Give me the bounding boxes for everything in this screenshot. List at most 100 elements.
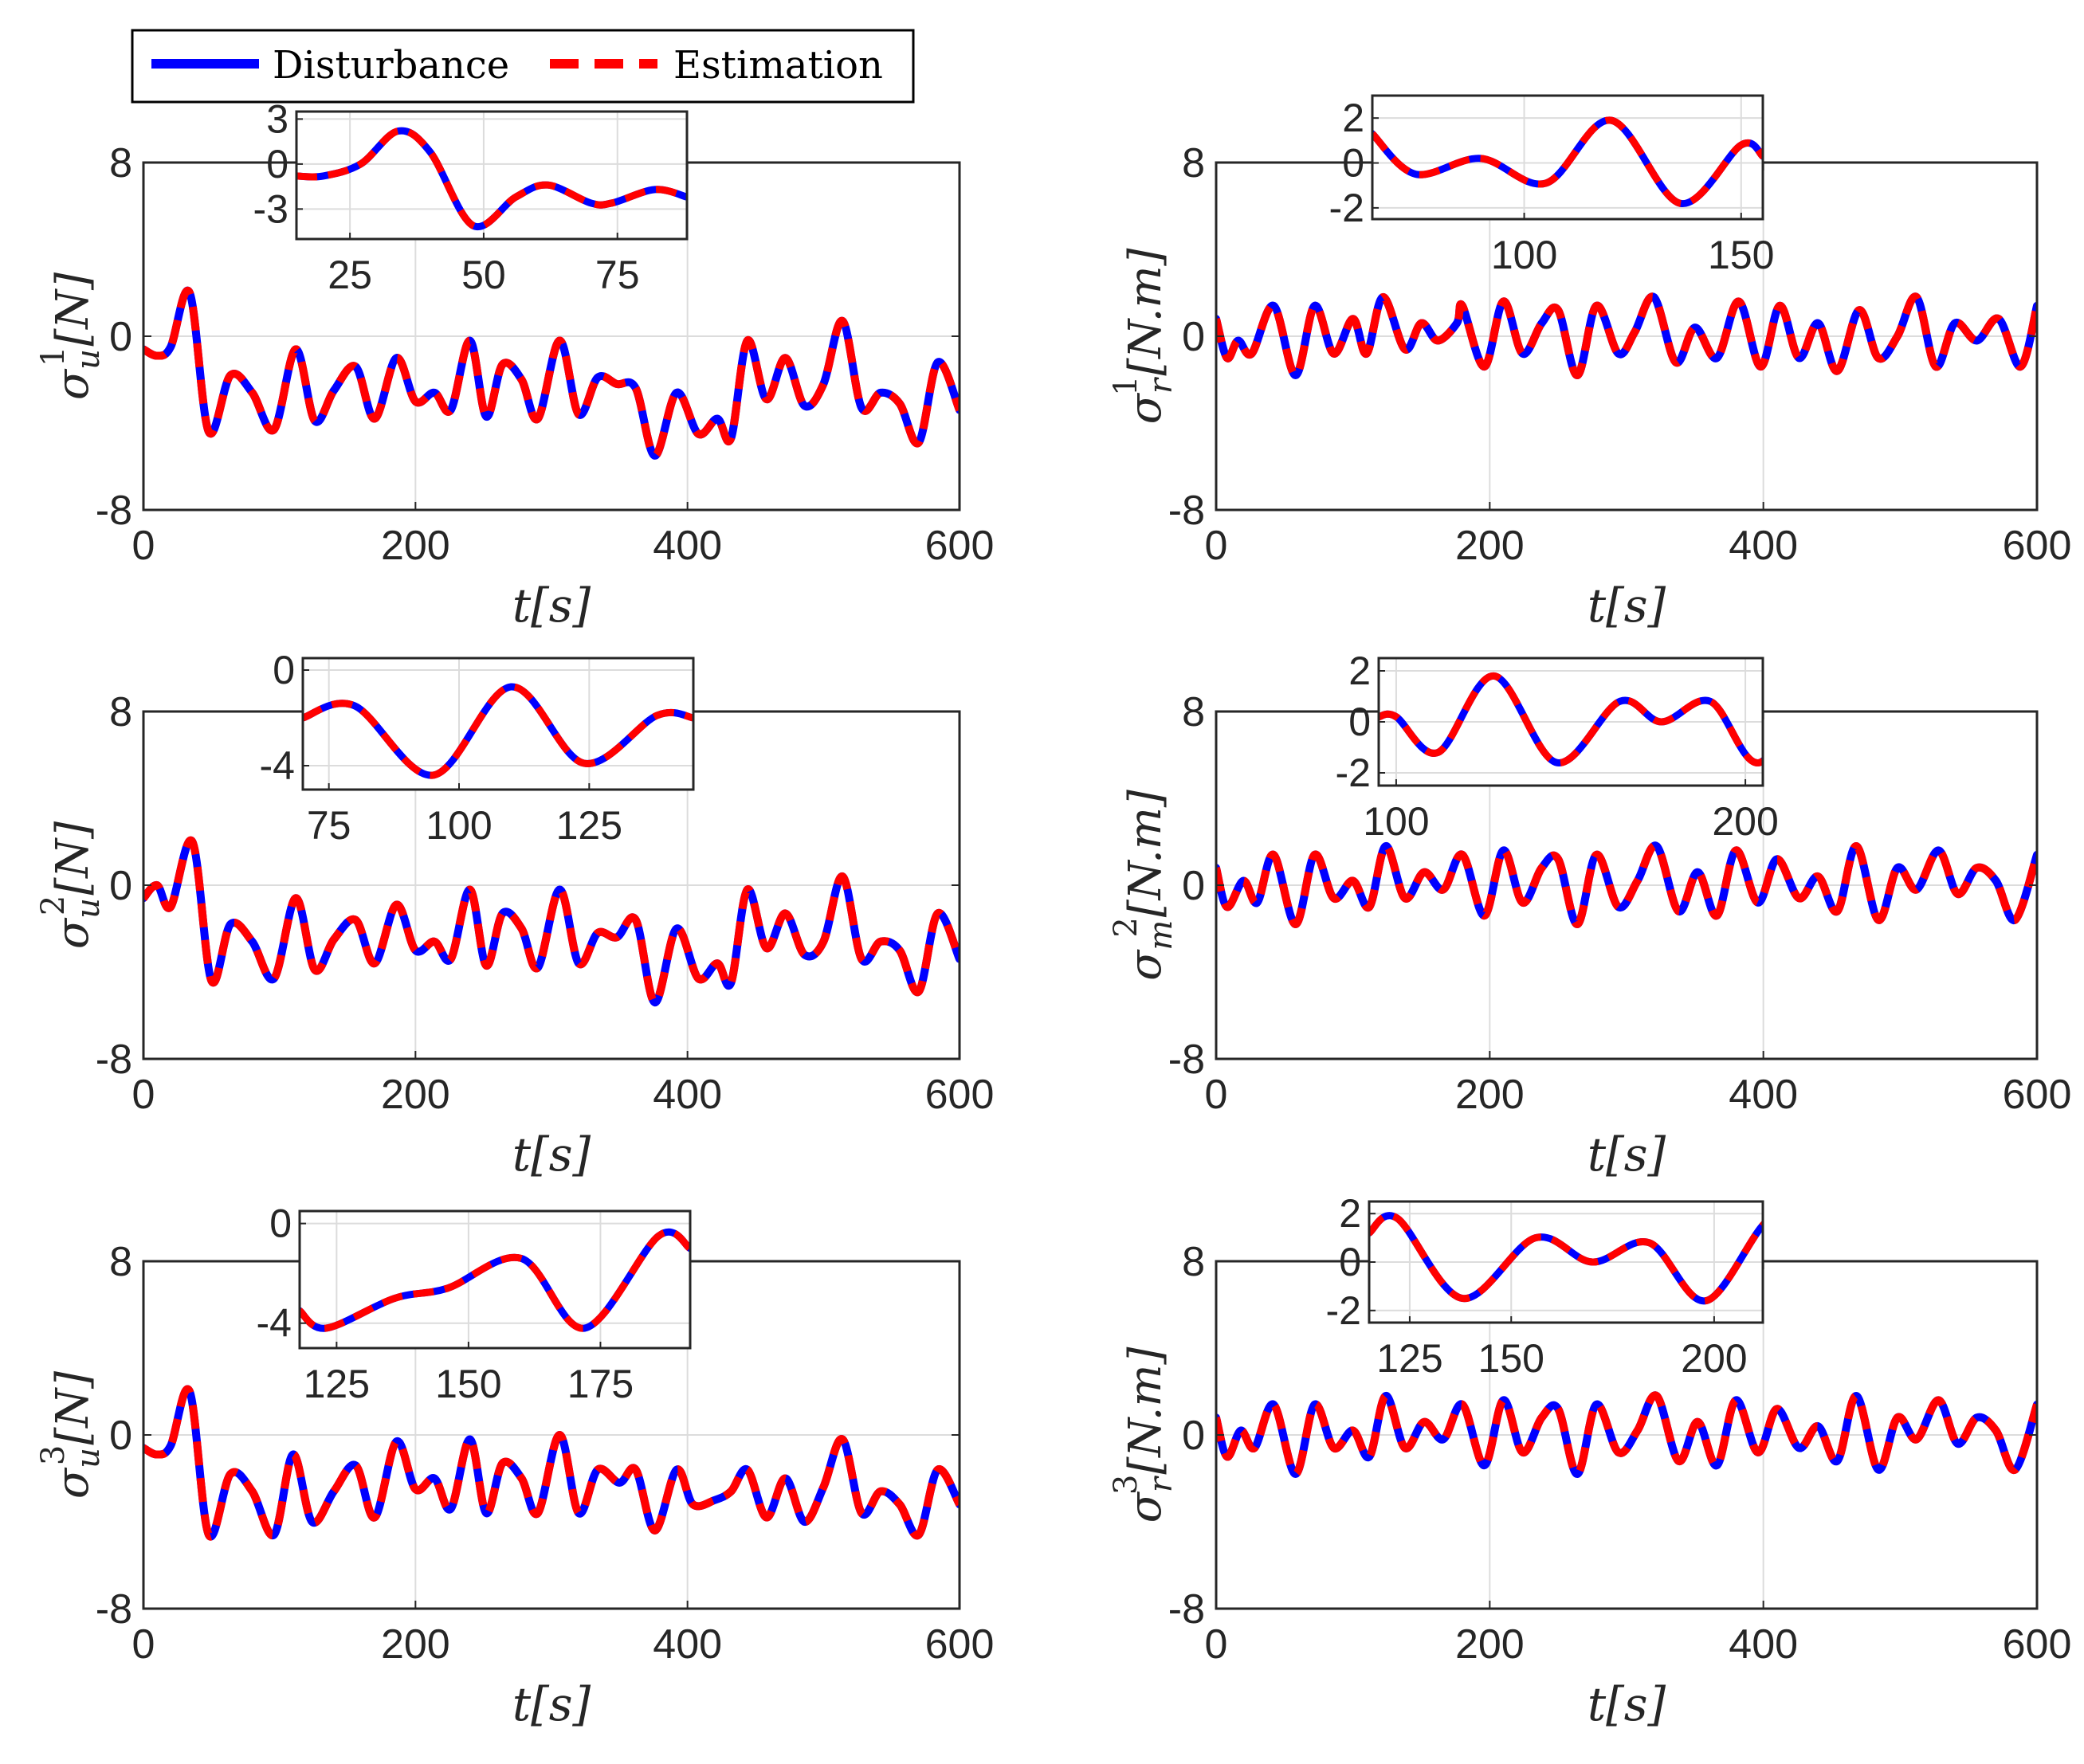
x-axis-label: t[s] — [512, 578, 591, 633]
inset-xtick-label-75: 75 — [307, 803, 351, 848]
series-group — [1216, 292, 2037, 380]
y-label-unit: [N] — [47, 272, 99, 347]
inset-sm2: 100 200 -2 0 2 — [1336, 649, 1779, 844]
xtick-label-0: 0 — [132, 523, 155, 569]
y-axis-label-text: σm2[N.m] — [1108, 790, 1179, 981]
inset-xtick-label-125: 125 — [1376, 1336, 1442, 1381]
xtick-label-400: 400 — [653, 523, 722, 569]
inset-xtick-label-100: 100 — [1363, 799, 1429, 844]
y-label-sub: m — [1143, 920, 1179, 951]
inset-ytick-label-0: 0 — [1342, 141, 1364, 186]
series-group — [143, 286, 960, 460]
y-label-unit: [N.m] — [1120, 790, 1172, 917]
inset-ytick-label--2: -2 — [1326, 1288, 1361, 1333]
y-label-sub: r — [1143, 1475, 1179, 1492]
y-label-sup: 2 — [35, 896, 72, 915]
legend: Disturbance Estimation — [131, 29, 915, 104]
xtick-label-200: 200 — [381, 1072, 450, 1118]
inset-ytick-label-0: 0 — [1339, 1240, 1361, 1284]
inset-ytick-label--2: -2 — [1329, 186, 1364, 230]
inset-series-group — [1379, 672, 1763, 766]
ytick-label--8: -8 — [1168, 488, 1205, 534]
y-axis-label: σr3[N.m] — [1108, 1347, 1179, 1523]
inset-estimation-line — [300, 1228, 690, 1332]
y-label-base: σ — [1120, 949, 1172, 981]
ytick-label-8: 8 — [1182, 140, 1205, 186]
y-label-sup: 1 — [35, 347, 72, 367]
y-axis-label: σr1[N.m] — [1108, 248, 1179, 424]
inset-frame — [295, 110, 689, 241]
ytick-label--8: -8 — [96, 1037, 132, 1083]
inset-frame — [301, 657, 695, 791]
inset-series-group — [1372, 116, 1763, 207]
inset-su3: 125 150 175 -4 0 — [257, 1201, 692, 1406]
y-label-base: σ — [1120, 392, 1172, 424]
ytick-label-8: 8 — [1182, 689, 1205, 735]
series-group — [1216, 1391, 2037, 1479]
y-label-sup: 3 — [35, 1445, 72, 1465]
y-label-sup: 1 — [1108, 376, 1144, 396]
x-axis-label: t[s] — [1588, 1677, 1666, 1731]
xtick-label-200: 200 — [381, 523, 450, 569]
ytick-label-0: 0 — [109, 314, 132, 360]
ytick-label--8: -8 — [1168, 1037, 1205, 1083]
inset-ytick-label-3: 3 — [266, 96, 288, 141]
y-axis-label-text: σu1[N] — [35, 272, 107, 400]
y-axis-label-text: σr1[N.m] — [1108, 248, 1179, 424]
x-axis-label: t[s] — [1588, 578, 1666, 633]
legend-label-disturbance: Disturbance — [273, 43, 509, 88]
inset-series-group — [303, 683, 693, 779]
inset-estimation-line — [1369, 1212, 1763, 1305]
ytick-label-8: 8 — [109, 140, 132, 186]
inset-ytick-label-0: 0 — [273, 648, 295, 692]
y-label-unit: [N] — [47, 1371, 99, 1445]
xtick-label-200: 200 — [1455, 1621, 1525, 1668]
xtick-label-400: 400 — [653, 1621, 722, 1668]
y-label-sub: u — [70, 349, 107, 370]
y-label-base: σ — [47, 368, 99, 400]
inset-frame — [298, 1209, 692, 1350]
ytick-label-8: 8 — [109, 1239, 132, 1285]
xtick-label-0: 0 — [132, 1621, 155, 1668]
main-estimation-line — [1216, 841, 2037, 929]
ytick-label-8: 8 — [109, 689, 132, 735]
series-group — [143, 1385, 960, 1541]
y-label-base: σ — [1120, 1491, 1172, 1523]
xtick-label-0: 0 — [132, 1072, 155, 1118]
inset-ytick-label--2: -2 — [1336, 751, 1371, 795]
y-label-sup: 3 — [1108, 1475, 1144, 1495]
inset-ytick-label--3: -3 — [253, 186, 288, 231]
inset-xtick-label-150: 150 — [435, 1362, 501, 1406]
inset-xtick-label-175: 175 — [567, 1362, 634, 1406]
xtick-label-600: 600 — [2003, 1621, 2072, 1668]
main-estimation-line — [143, 1385, 960, 1541]
inset-xtick-label-125: 125 — [556, 803, 622, 848]
y-axis-label: σu3[N] — [35, 1371, 107, 1499]
inset-xtick-label-200: 200 — [1681, 1336, 1747, 1381]
xtick-label-400: 400 — [653, 1072, 722, 1118]
inset-su1: 25 50 75 -303 — [253, 96, 689, 297]
xtick-label-200: 200 — [381, 1621, 450, 1668]
ytick-label-0: 0 — [109, 863, 132, 909]
ytick-label--8: -8 — [96, 488, 132, 534]
xtick-label-0: 0 — [1205, 1072, 1228, 1118]
inset-series-group — [300, 1228, 690, 1332]
y-axis-label-text: σu2[N] — [35, 821, 107, 949]
inset-ytick-label-0: 0 — [269, 1201, 292, 1246]
x-axis-label: t[s] — [1588, 1127, 1666, 1182]
y-axis-label: σm2[N.m] — [1108, 790, 1179, 981]
y-label-sub: u — [70, 1448, 107, 1468]
xtick-label-400: 400 — [1729, 523, 1798, 569]
xtick-label-600: 600 — [925, 1621, 995, 1668]
legend-label-estimation: Estimation — [673, 43, 883, 88]
inset-estimation-line — [296, 127, 687, 231]
ytick-label-0: 0 — [109, 1413, 132, 1459]
ytick-label--8: -8 — [1168, 1586, 1205, 1633]
inset-ytick-label-0: 0 — [266, 142, 288, 186]
x-axis-label: t[s] — [512, 1127, 591, 1182]
